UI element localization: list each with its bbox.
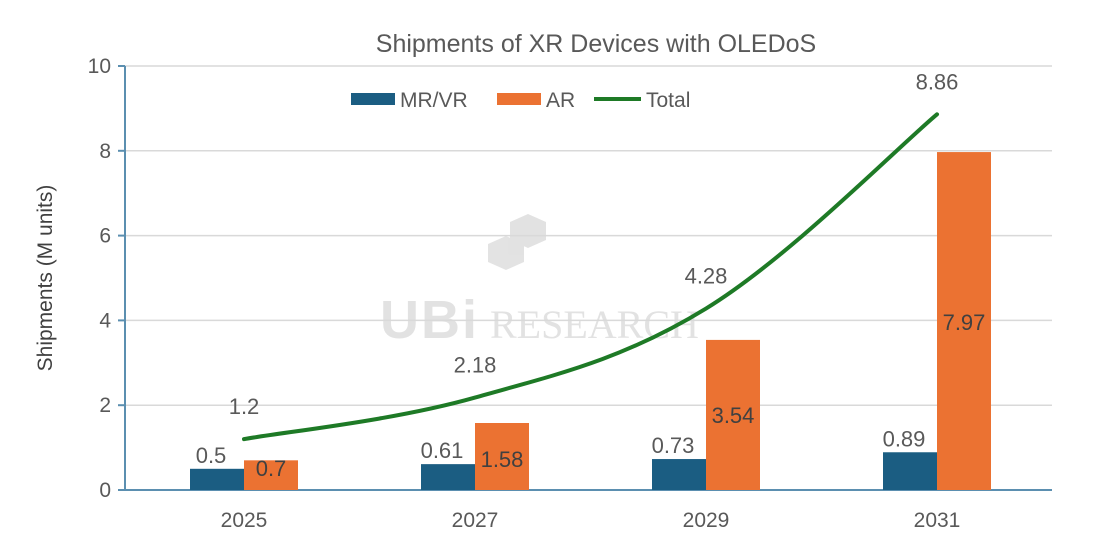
gridlines <box>125 65 1052 406</box>
bars <box>190 152 991 490</box>
data-label-ar: 7.97 <box>943 310 986 335</box>
total-line <box>242 112 939 442</box>
y-tick-label: 10 <box>88 55 111 78</box>
legend-swatch-mr-vr <box>351 93 395 105</box>
x-tick-labels: 2025 2027 2029 2031 <box>221 509 961 532</box>
x-tick-label: 2029 <box>683 509 730 532</box>
data-label-total: 1.2 <box>229 394 260 419</box>
bar-mr-vr <box>652 459 706 490</box>
bar-mr-vr <box>883 452 937 490</box>
data-label-mr-vr: 0.5 <box>196 443 227 468</box>
data-label-ar: 0.7 <box>256 456 287 481</box>
data-label-mr-vr: 0.61 <box>421 438 464 463</box>
bar-ar <box>937 152 991 490</box>
legend-label-ar: AR <box>546 89 575 112</box>
data-label-ar: 1.58 <box>481 447 524 472</box>
svg-text:UBi: UBi <box>380 290 479 350</box>
bar-ar <box>706 339 760 490</box>
y-tick-label: 6 <box>99 225 111 248</box>
y-tick-label: 8 <box>99 140 111 163</box>
x-tick-label: 2031 <box>914 509 961 532</box>
data-label-mr-vr: 0.73 <box>652 433 695 458</box>
data-labels: 0.5 0.61 0.73 0.89 0.7 1.58 3.54 7.97 1.2 2.18 4.2… <box>196 69 986 481</box>
legend-label-total: Total <box>646 89 690 112</box>
bar-mr-vr <box>421 464 475 490</box>
data-label-total: 2.18 <box>454 353 497 378</box>
bar-mr-vr <box>190 468 244 490</box>
bar-ar <box>244 460 298 490</box>
watermark-logo: UBi RESEARCH <box>380 214 699 350</box>
legend: MR/VR AR Total <box>351 89 690 112</box>
bar-ar <box>475 423 529 490</box>
y-tick-labels: 0 2 4 6 8 10 <box>88 55 112 502</box>
chart-title: Shipments of XR Devices with OLEDoS <box>376 30 816 58</box>
svg-text:RESEARCH: RESEARCH <box>490 302 699 347</box>
data-label-mr-vr: 0.89 <box>883 426 926 451</box>
y-tick-label: 4 <box>99 309 111 332</box>
data-label-ar: 3.54 <box>712 403 755 428</box>
data-label-total: 8.86 <box>916 69 959 94</box>
x-tick-label: 2027 <box>452 509 499 532</box>
y-axis-label: Shipments (M units) <box>34 185 57 372</box>
total-series-line <box>242 112 939 442</box>
legend-swatch-ar <box>497 93 541 105</box>
legend-label-mr-vr: MR/VR <box>400 89 468 112</box>
y-tick-label: 2 <box>99 394 111 417</box>
data-label-total: 4.28 <box>685 264 728 289</box>
y-tick-label: 0 <box>99 479 111 502</box>
x-tick-label: 2025 <box>221 509 268 532</box>
